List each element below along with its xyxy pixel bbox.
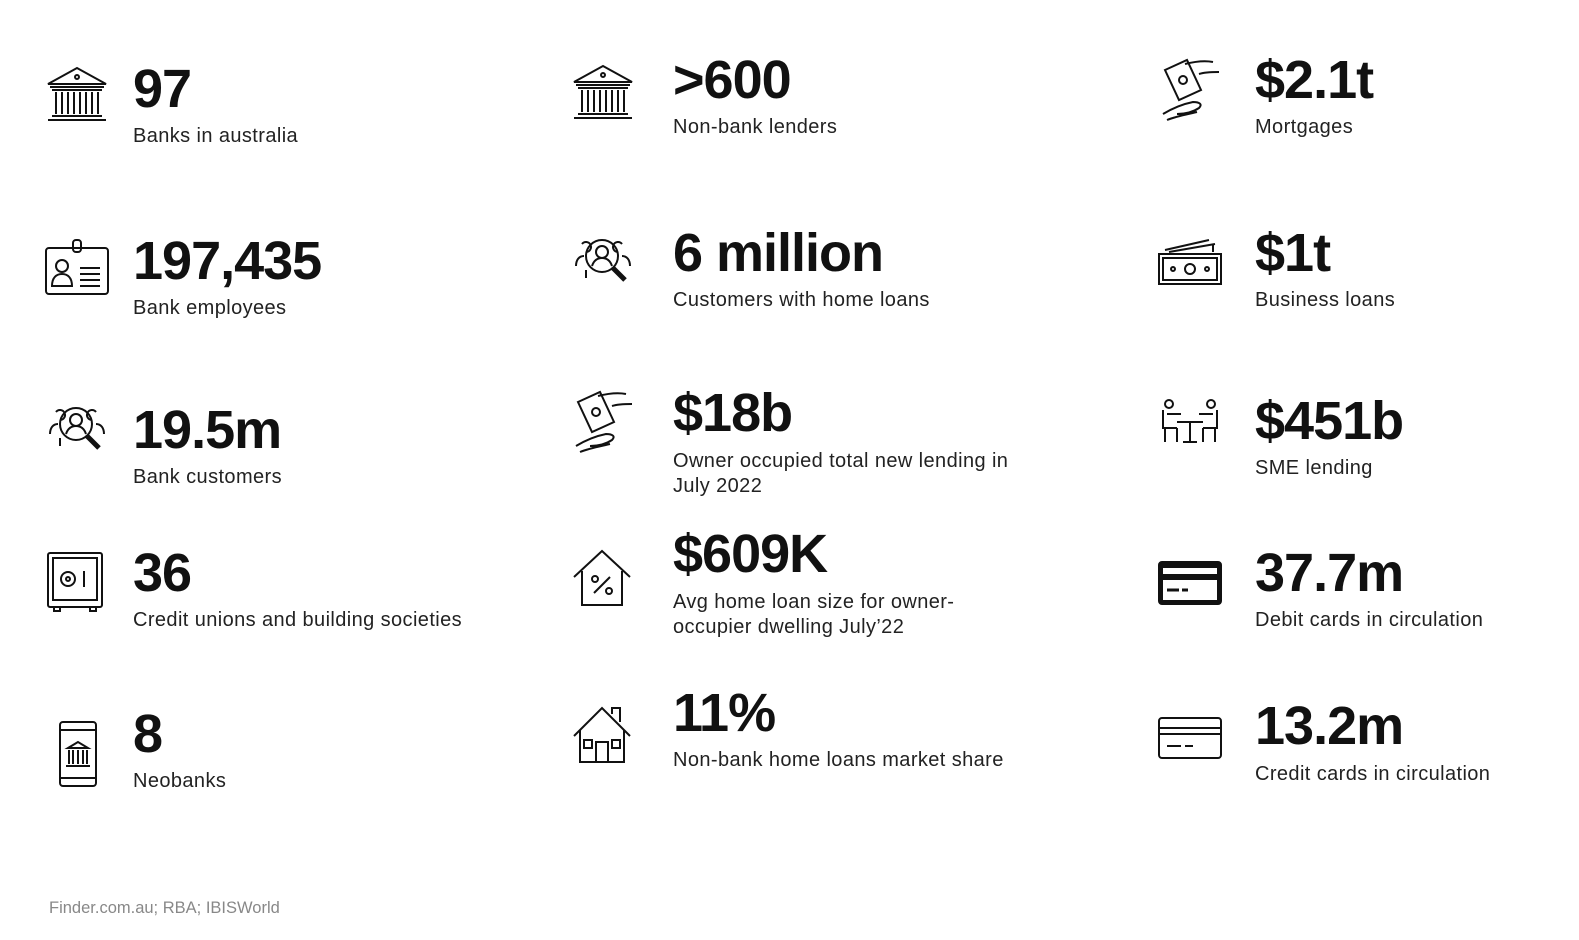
stat-label: Avg home loan size for owner-occupier dw… (673, 591, 955, 638)
stat-label: SME lending (1255, 457, 1373, 479)
source-note: Finder.com.au; RBA; IBISWorld (49, 899, 280, 917)
stat-value: $1t (1255, 223, 1331, 283)
stat-label: Bank customers (133, 466, 282, 488)
stat-label: Bank employees (133, 297, 287, 319)
stat-label: Mortgages (1255, 116, 1354, 138)
stat-value: $609K (673, 524, 828, 584)
id-badge-icon (42, 234, 112, 304)
house-icon (568, 700, 638, 770)
customer-search-icon (42, 398, 112, 468)
customer-search-icon (568, 230, 638, 300)
stat-value: 197,435 (133, 231, 322, 291)
stat-label: Banks in australia (133, 125, 299, 147)
stat-value: $2.1t (1255, 50, 1374, 110)
stat-label: Owner occupied total new lending in July… (673, 450, 1009, 497)
cash-icon (1155, 230, 1225, 300)
stat-value: $18b (673, 383, 793, 443)
stat-value: 13.2m (1255, 696, 1404, 756)
meeting-icon (1155, 392, 1225, 462)
stat-label: Credit unions and building societies (133, 609, 463, 631)
mobile-bank-icon (42, 718, 112, 788)
stat-label: Non-bank lenders (673, 116, 838, 138)
stat-value: 11% (673, 683, 776, 743)
bank-icon (568, 60, 638, 130)
stat-value: 8 (133, 704, 163, 764)
stat-value: 97 (133, 59, 192, 119)
money-hand-icon (1155, 56, 1225, 126)
debit-card-icon (1155, 548, 1225, 618)
stat-label: Customers with home loans (673, 289, 930, 311)
money-hand-icon (568, 388, 638, 458)
stat-label: Neobanks (133, 770, 227, 792)
safe-icon (42, 547, 112, 617)
stat-label: Debit cards in circulation (1255, 609, 1484, 631)
stat-label: Credit cards in circulation (1255, 763, 1491, 785)
credit-card-icon (1155, 702, 1225, 772)
stat-value: 19.5m (133, 400, 282, 460)
bank-icon (42, 62, 112, 132)
house-percent-icon (568, 543, 638, 613)
stat-value: 36 (133, 543, 192, 603)
stat-value: 6 million (673, 223, 884, 283)
stat-value: >600 (673, 50, 792, 110)
stat-label: Business loans (1255, 289, 1396, 311)
stat-label: Non-bank home loans market share (673, 749, 1004, 771)
stat-value: $451b (1255, 391, 1404, 451)
stat-value: 37.7m (1255, 543, 1404, 603)
